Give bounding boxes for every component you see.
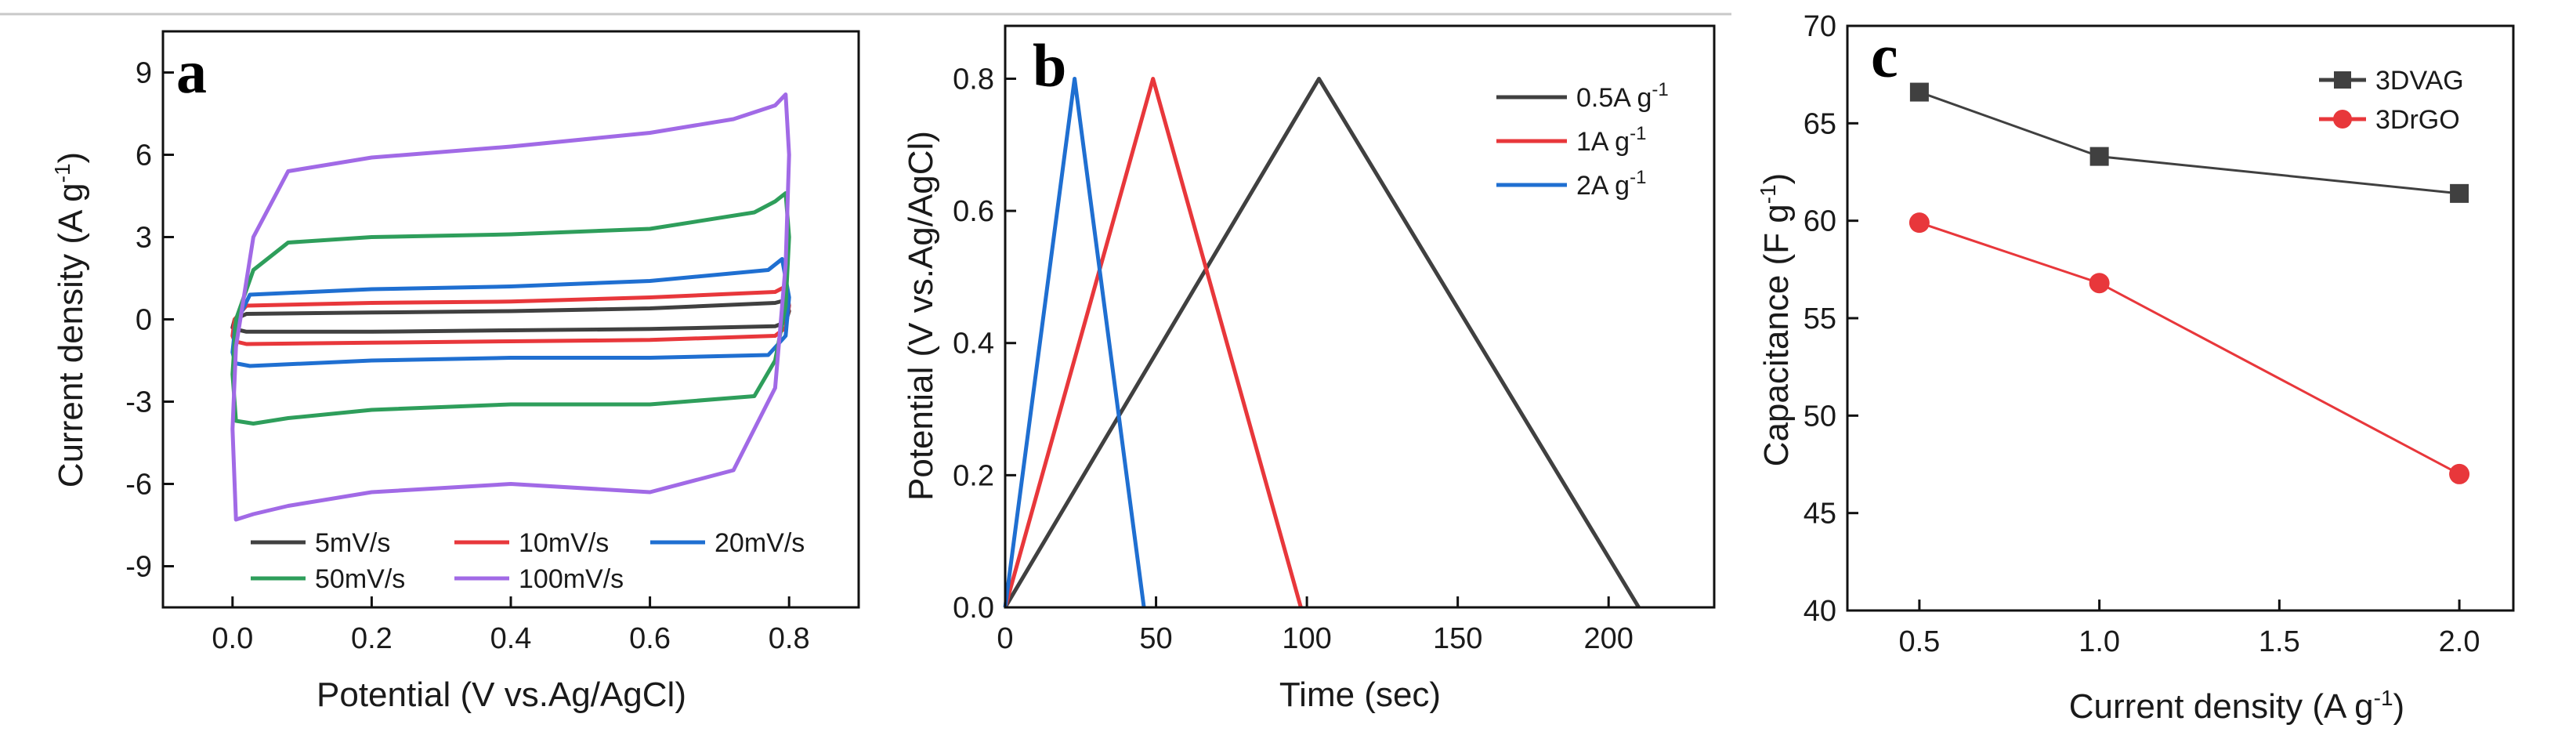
legend-label: 3DrGO — [2375, 105, 2460, 135]
y-tick-label: 45 — [1804, 498, 1836, 531]
x-tick-label: 0.2 — [351, 622, 393, 655]
y-tick-label: 6 — [136, 139, 152, 172]
legend-label: 100mV/s — [519, 564, 624, 594]
panel-a-legend: 5mV/s 10mV/s 20mV/s 50mV/s 100mV/s — [251, 528, 805, 594]
legend-label: 10mV/s — [519, 528, 609, 558]
legend-label: 5mV/s — [315, 528, 390, 558]
panel-b-x-axis-title: Time (sec) — [1279, 676, 1441, 714]
legend-label: 50mV/s — [315, 564, 405, 594]
panel-b-legend: 0.5A g-1 1A g-1 2A g-1 — [1496, 79, 1669, 201]
panel-b-series-group — [1003, 77, 1641, 609]
y-tick-label: 0 — [136, 304, 152, 337]
panel-b-gcd-chart: 0 50 100 150 200 0.0 0.2 0.4 0.6 0.8 b Time (sec)… — [902, 24, 1716, 714]
panel-a-series-group — [230, 92, 791, 522]
y-tick-label: 70 — [1804, 10, 1836, 43]
capacitance-line-3drgo — [1919, 221, 2460, 476]
cv-curve-50mv-s — [230, 191, 791, 426]
x-tick-label: 0.8 — [769, 622, 810, 655]
cv-curve-100mv-s — [230, 92, 791, 522]
panel-c-x-axis-title: Current density (A g-1) — [2069, 686, 2404, 726]
panel-c-plot-frame — [1846, 24, 2515, 612]
x-tick-label: 0.5 — [1898, 625, 1940, 658]
legend-label: 3DVAG — [2375, 66, 2464, 96]
cv-curve-20mv-s — [230, 257, 791, 368]
x-tick-label: 0.4 — [490, 622, 532, 655]
legend-marker-square — [2334, 71, 2351, 89]
cv-curve-10mv-s — [230, 284, 791, 346]
legend-label: 2A g-1 — [1576, 167, 1646, 201]
y-tick-label: 55 — [1804, 303, 1836, 335]
x-tick-label: 100 — [1282, 622, 1331, 655]
y-tick-label: -6 — [125, 469, 152, 502]
panel-b-y-axis-title: Potential (V vs.Ag/AgCl) — [902, 131, 940, 501]
y-tick-label: 3 — [136, 222, 152, 255]
x-tick-label: 1.5 — [2259, 625, 2300, 658]
x-tick-label: 150 — [1433, 622, 1482, 655]
y-tick-label: 40 — [1804, 595, 1836, 628]
y-tick-label: 9 — [136, 57, 152, 90]
x-tick-label: 200 — [1584, 622, 1634, 655]
data-point-3drgo — [2449, 463, 2470, 484]
panel-a-cv-chart: 0.0 0.2 0.4 0.6 0.8 -9 -6 -3 0 3 6 9 a Potential (V… — [50, 30, 860, 714]
y-tick-label: -9 — [125, 551, 152, 584]
x-tick-label: 0.0 — [212, 622, 253, 655]
gcd-curve-1 — [1003, 77, 1303, 608]
x-tick-label: 50 — [1139, 622, 1172, 655]
y-tick-label: 0.2 — [953, 459, 994, 492]
panel-b-plot-frame — [1004, 24, 1716, 609]
legend-label: 20mV/s — [715, 528, 805, 558]
panel-a-ticks: 0.0 0.2 0.4 0.6 0.8 -9 -6 -3 0 3 6 9 — [125, 57, 809, 656]
panel-a-y-axis-title: Current density (A g-1) — [50, 152, 90, 487]
y-tick-label: 50 — [1804, 400, 1836, 433]
panel-c-ticks: 0.5 1.0 1.5 2.0 40 45 50 55 60 65 70 — [1804, 10, 2480, 658]
x-tick-label: 0 — [997, 622, 1013, 655]
data-point-3drgo — [1908, 212, 1930, 234]
data-point-3dvag — [2450, 183, 2469, 203]
data-point-3drgo — [2089, 273, 2110, 294]
panel-a-plot-frame — [161, 30, 860, 609]
legend-label: 0.5A g-1 — [1576, 79, 1669, 113]
panel-c-label: c — [1871, 22, 1898, 90]
x-tick-label: 2.0 — [2439, 625, 2480, 658]
panel-b-label: b — [1033, 31, 1066, 100]
gcd-curve-0 — [1003, 77, 1641, 609]
y-tick-label: 0.0 — [953, 592, 994, 625]
panel-c-legend: 3DVAG 3DrGO — [2319, 66, 2464, 135]
y-tick-label: 0.4 — [953, 328, 994, 361]
legend-marker-circle — [2333, 110, 2352, 129]
y-tick-label: 65 — [1804, 107, 1836, 140]
panel-c-y-axis-title: Capacitance (F g-1) — [1756, 173, 1796, 467]
y-tick-label: 60 — [1804, 205, 1836, 238]
panel-a-x-axis-title: Potential (V vs.Ag/AgCl) — [317, 676, 686, 714]
legend-label: 1A g-1 — [1576, 123, 1646, 157]
y-tick-label: 0.8 — [953, 63, 994, 96]
x-tick-label: 1.0 — [2079, 625, 2120, 658]
data-point-3dvag — [1909, 82, 1929, 102]
data-point-3dvag — [2089, 147, 2109, 166]
panel-c-series-group — [1908, 82, 2470, 484]
gcd-curve-2 — [1003, 77, 1146, 608]
panel-c-capacitance-chart: 0.5 1.0 1.5 2.0 40 45 50 55 60 65 70 c Current den… — [1756, 10, 2515, 726]
panel-a-label: a — [176, 38, 207, 106]
panel-b-ticks: 0 50 100 150 200 0.0 0.2 0.4 0.6 0.8 — [953, 63, 1634, 655]
x-tick-label: 0.6 — [629, 622, 671, 655]
y-tick-label: -3 — [125, 386, 152, 419]
y-tick-label: 0.6 — [953, 195, 994, 228]
